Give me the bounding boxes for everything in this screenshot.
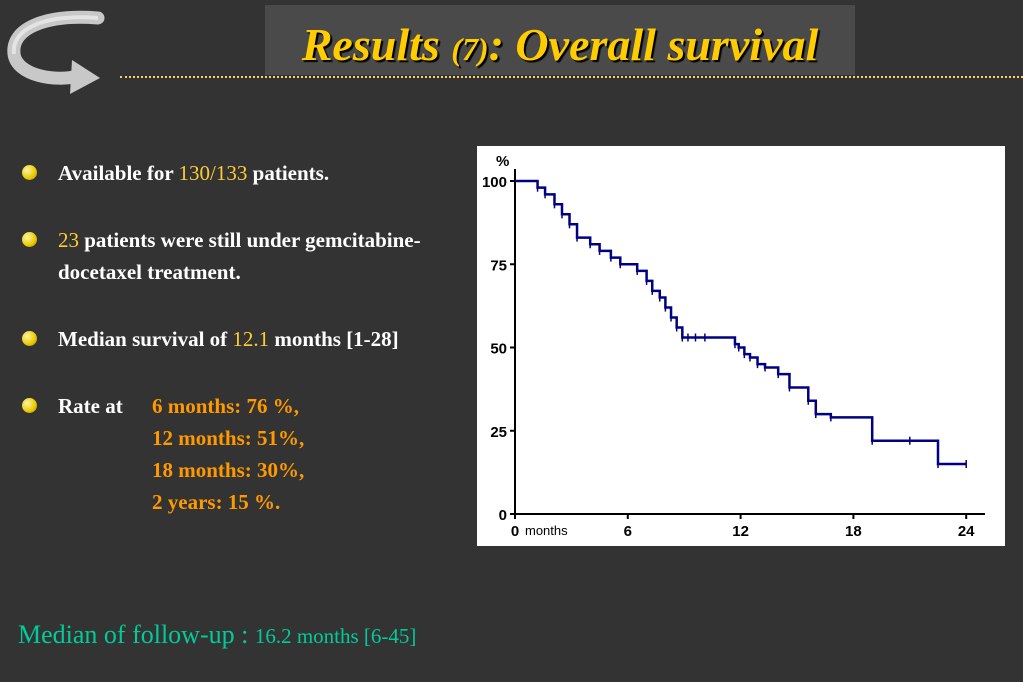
bullet-dot-icon [22, 232, 37, 247]
x-tick-label: 6 [624, 523, 632, 540]
y-tick-label: 50 [490, 341, 507, 358]
rate-label: Rate at [58, 394, 123, 418]
rate-12-months: 12 months: 51%, [152, 426, 305, 450]
title-box: Results (7): Overall survival [265, 5, 855, 75]
survival-chart: 0 25 50 75 100% 0 6 12 18 24 months [477, 146, 1005, 546]
bullet-dot-icon [22, 331, 37, 346]
bullet-dot-icon [22, 165, 37, 180]
y-axis-label: % [496, 153, 509, 170]
y-tick-label: 75 [490, 257, 507, 274]
dotted-divider [120, 76, 1023, 78]
bullet-text: months [1-28] [269, 327, 399, 351]
rate-18-months: 18 months: 30%, [152, 458, 305, 482]
title-rest: : Overall survival [488, 19, 819, 70]
bullet-text: patients. [247, 161, 330, 185]
bullet-text: Available for [58, 161, 179, 185]
bullet-highlight: 12.1 [232, 327, 270, 351]
survival-curve [515, 179, 967, 466]
followup-value: 16.2 months [6-45] [254, 624, 417, 648]
bullet-rate-at: Rate at 6 months: 76 %, 12 months: 51%, … [22, 390, 462, 518]
title-number: (7) [451, 31, 489, 67]
rate-6-months: 6 months: 76 %, [152, 394, 300, 418]
bullet-text: patients were still under gemcitabine-do… [58, 228, 421, 284]
bullet-list: Available for 130/133 patients. 23 patie… [22, 157, 462, 518]
x-axis-label: months [525, 523, 568, 538]
x-tick-label: 0 [511, 523, 519, 540]
x-tick-label: 18 [845, 523, 862, 540]
bullet-still-under-treatment: 23 patients were still under gemcitabine… [22, 224, 462, 288]
followup-median: Median of follow-up : 16.2 months [6-45] [18, 620, 416, 650]
x-tick-label: 12 [732, 523, 749, 540]
x-tick-label: 24 [958, 523, 975, 540]
bullet-median-survival: Median survival of 12.1 months [1-28] [22, 323, 462, 355]
bullet-available: Available for 130/133 patients. [22, 157, 462, 189]
bullet-text: Median survival of [58, 327, 233, 351]
followup-label: Median of follow-up : [18, 620, 255, 649]
y-tick-label: 25 [490, 424, 507, 441]
y-tick-label: 0 [499, 507, 507, 524]
y-tick-label: 100 [482, 174, 507, 191]
bullet-highlight: 130/133 [178, 161, 248, 185]
curved-back-arrow-icon[interactable] [6, 6, 106, 98]
bullet-dot-icon [22, 398, 37, 413]
slide-title: Results (7): Overall survival [265, 18, 855, 71]
bullet-highlight: 23 [58, 228, 79, 252]
title-main: Results [301, 19, 440, 70]
survival-chart-svg: 0 25 50 75 100% 0 6 12 18 24 months [482, 153, 985, 540]
rate-2-years: 2 years: 15 %. [152, 490, 281, 514]
rate-values: 6 months: 76 %, 12 months: 51%, 18 month… [152, 390, 304, 518]
